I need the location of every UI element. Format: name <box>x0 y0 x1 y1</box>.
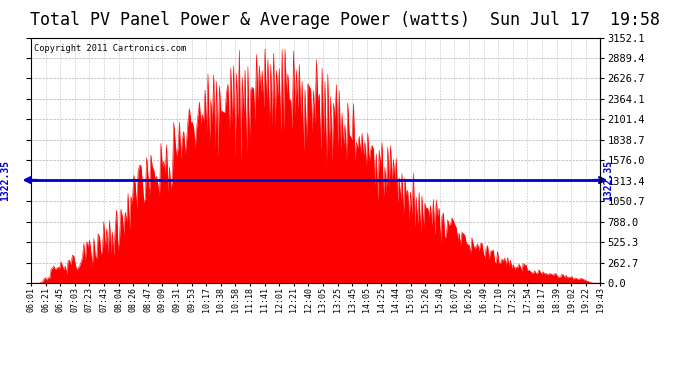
Text: 1322.35: 1322.35 <box>604 159 613 201</box>
Text: Copyright 2011 Cartronics.com: Copyright 2011 Cartronics.com <box>34 44 186 52</box>
Text: Total PV Panel Power & Average Power (watts)  Sun Jul 17  19:58: Total PV Panel Power & Average Power (wa… <box>30 11 660 29</box>
Text: 1322.35: 1322.35 <box>1 159 10 201</box>
